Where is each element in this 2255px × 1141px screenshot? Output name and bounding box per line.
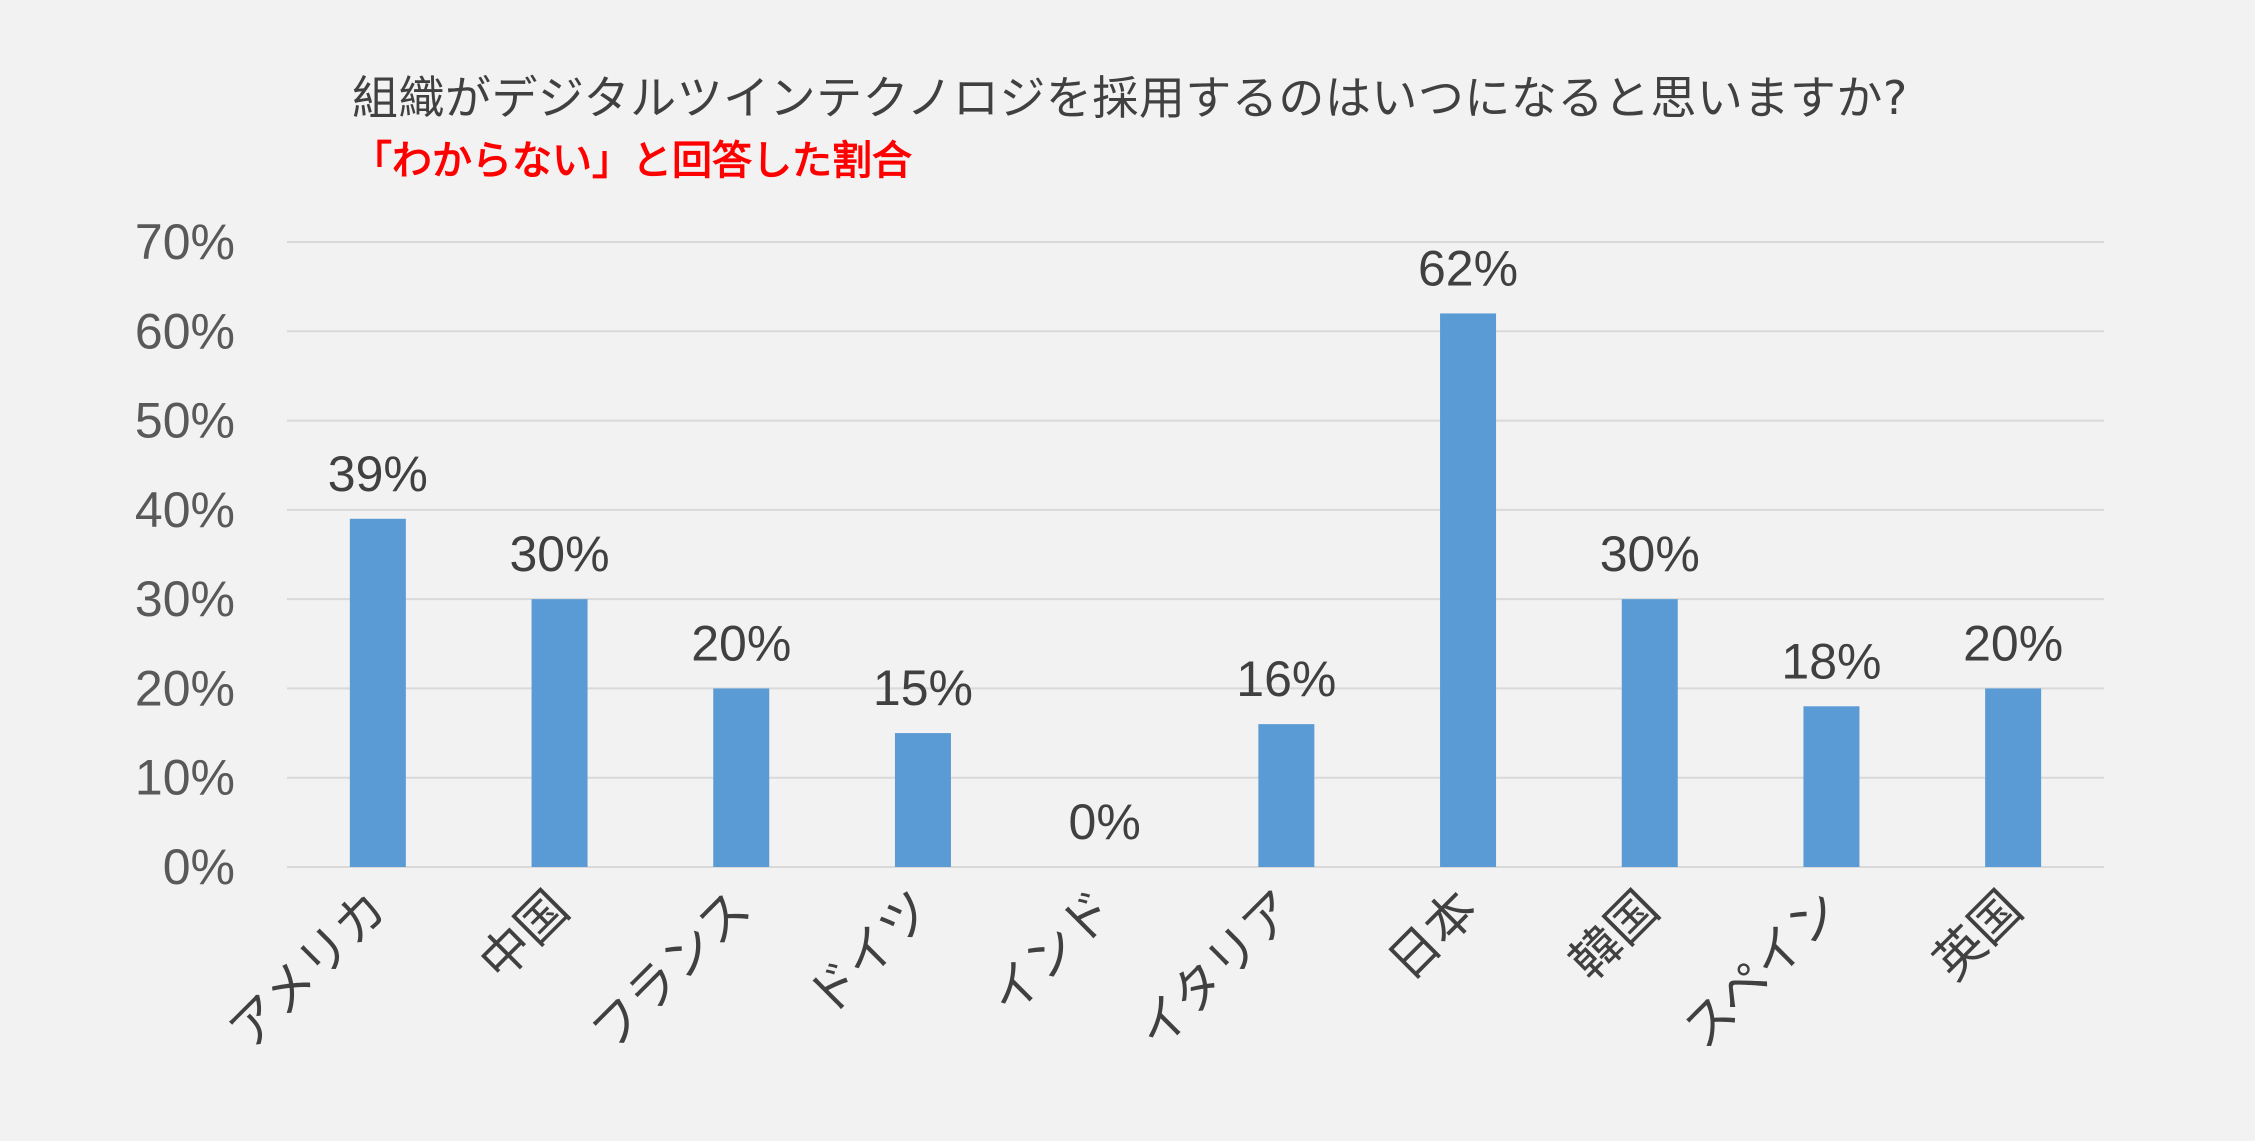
x-tick-label: アメリカ: [218, 879, 399, 1060]
x-tick-label: イタリア: [1126, 879, 1307, 1060]
y-tick-label: 70%: [135, 214, 235, 270]
data-label: 30%: [1600, 526, 1700, 582]
bar: [1803, 706, 1860, 867]
y-tick-label: 0%: [163, 839, 235, 895]
y-tick-label: 10%: [135, 750, 235, 806]
y-tick-label: 30%: [135, 571, 235, 627]
gridlines: [287, 241, 2104, 868]
x-tick-label: 中国: [468, 879, 580, 991]
chart-title: 組織がデジタルツインテクノロジを採用するのはいつになると思いますか?: [352, 71, 1908, 125]
data-label: 62%: [1418, 240, 1518, 296]
data-label: 30%: [510, 526, 610, 582]
x-tick-label: スペイン: [1672, 879, 1852, 1059]
bars: [349, 313, 2042, 867]
data-label: 20%: [691, 615, 791, 671]
x-tick-label: 英国: [1922, 879, 2034, 991]
bar: [713, 688, 770, 867]
data-label: 15%: [873, 660, 973, 716]
x-tick-label: フランス: [580, 879, 762, 1061]
bar: [1440, 313, 1497, 867]
y-tick-label: 60%: [135, 303, 235, 359]
y-axis: 0% 10% 20% 30% 40% 50% 60% 70%: [135, 214, 235, 895]
y-tick-label: 50%: [135, 393, 235, 449]
bar: [349, 518, 406, 867]
data-label: 0%: [1069, 794, 1141, 850]
bar: [1621, 599, 1678, 867]
bar: [531, 599, 588, 867]
y-tick-label: 40%: [135, 482, 235, 538]
data-labels: 39% 30% 20% 15% 0% 16% 62% 30% 18% 20%: [328, 240, 2063, 850]
chart-subtitle: 「わからない」と回答した割合: [352, 138, 912, 184]
bar: [1258, 724, 1315, 867]
y-tick-label: 20%: [135, 660, 235, 716]
data-label: 39%: [328, 446, 428, 502]
data-label: 16%: [1236, 651, 1336, 707]
data-label: 20%: [1963, 615, 2063, 671]
x-tick-label: 韓国: [1559, 879, 1671, 991]
x-tick-label: ドイツ: [796, 879, 943, 1026]
x-tick-label: 日本: [1377, 879, 1489, 991]
bar: [1985, 688, 2042, 867]
x-axis: アメリカ 中国 フランス ドイツ インド イタリア 日本 韓国 スペイン 英国: [218, 879, 2034, 1061]
data-label: 18%: [1781, 633, 1881, 689]
bar: [894, 733, 951, 867]
x-tick-label: インド: [978, 879, 1125, 1026]
